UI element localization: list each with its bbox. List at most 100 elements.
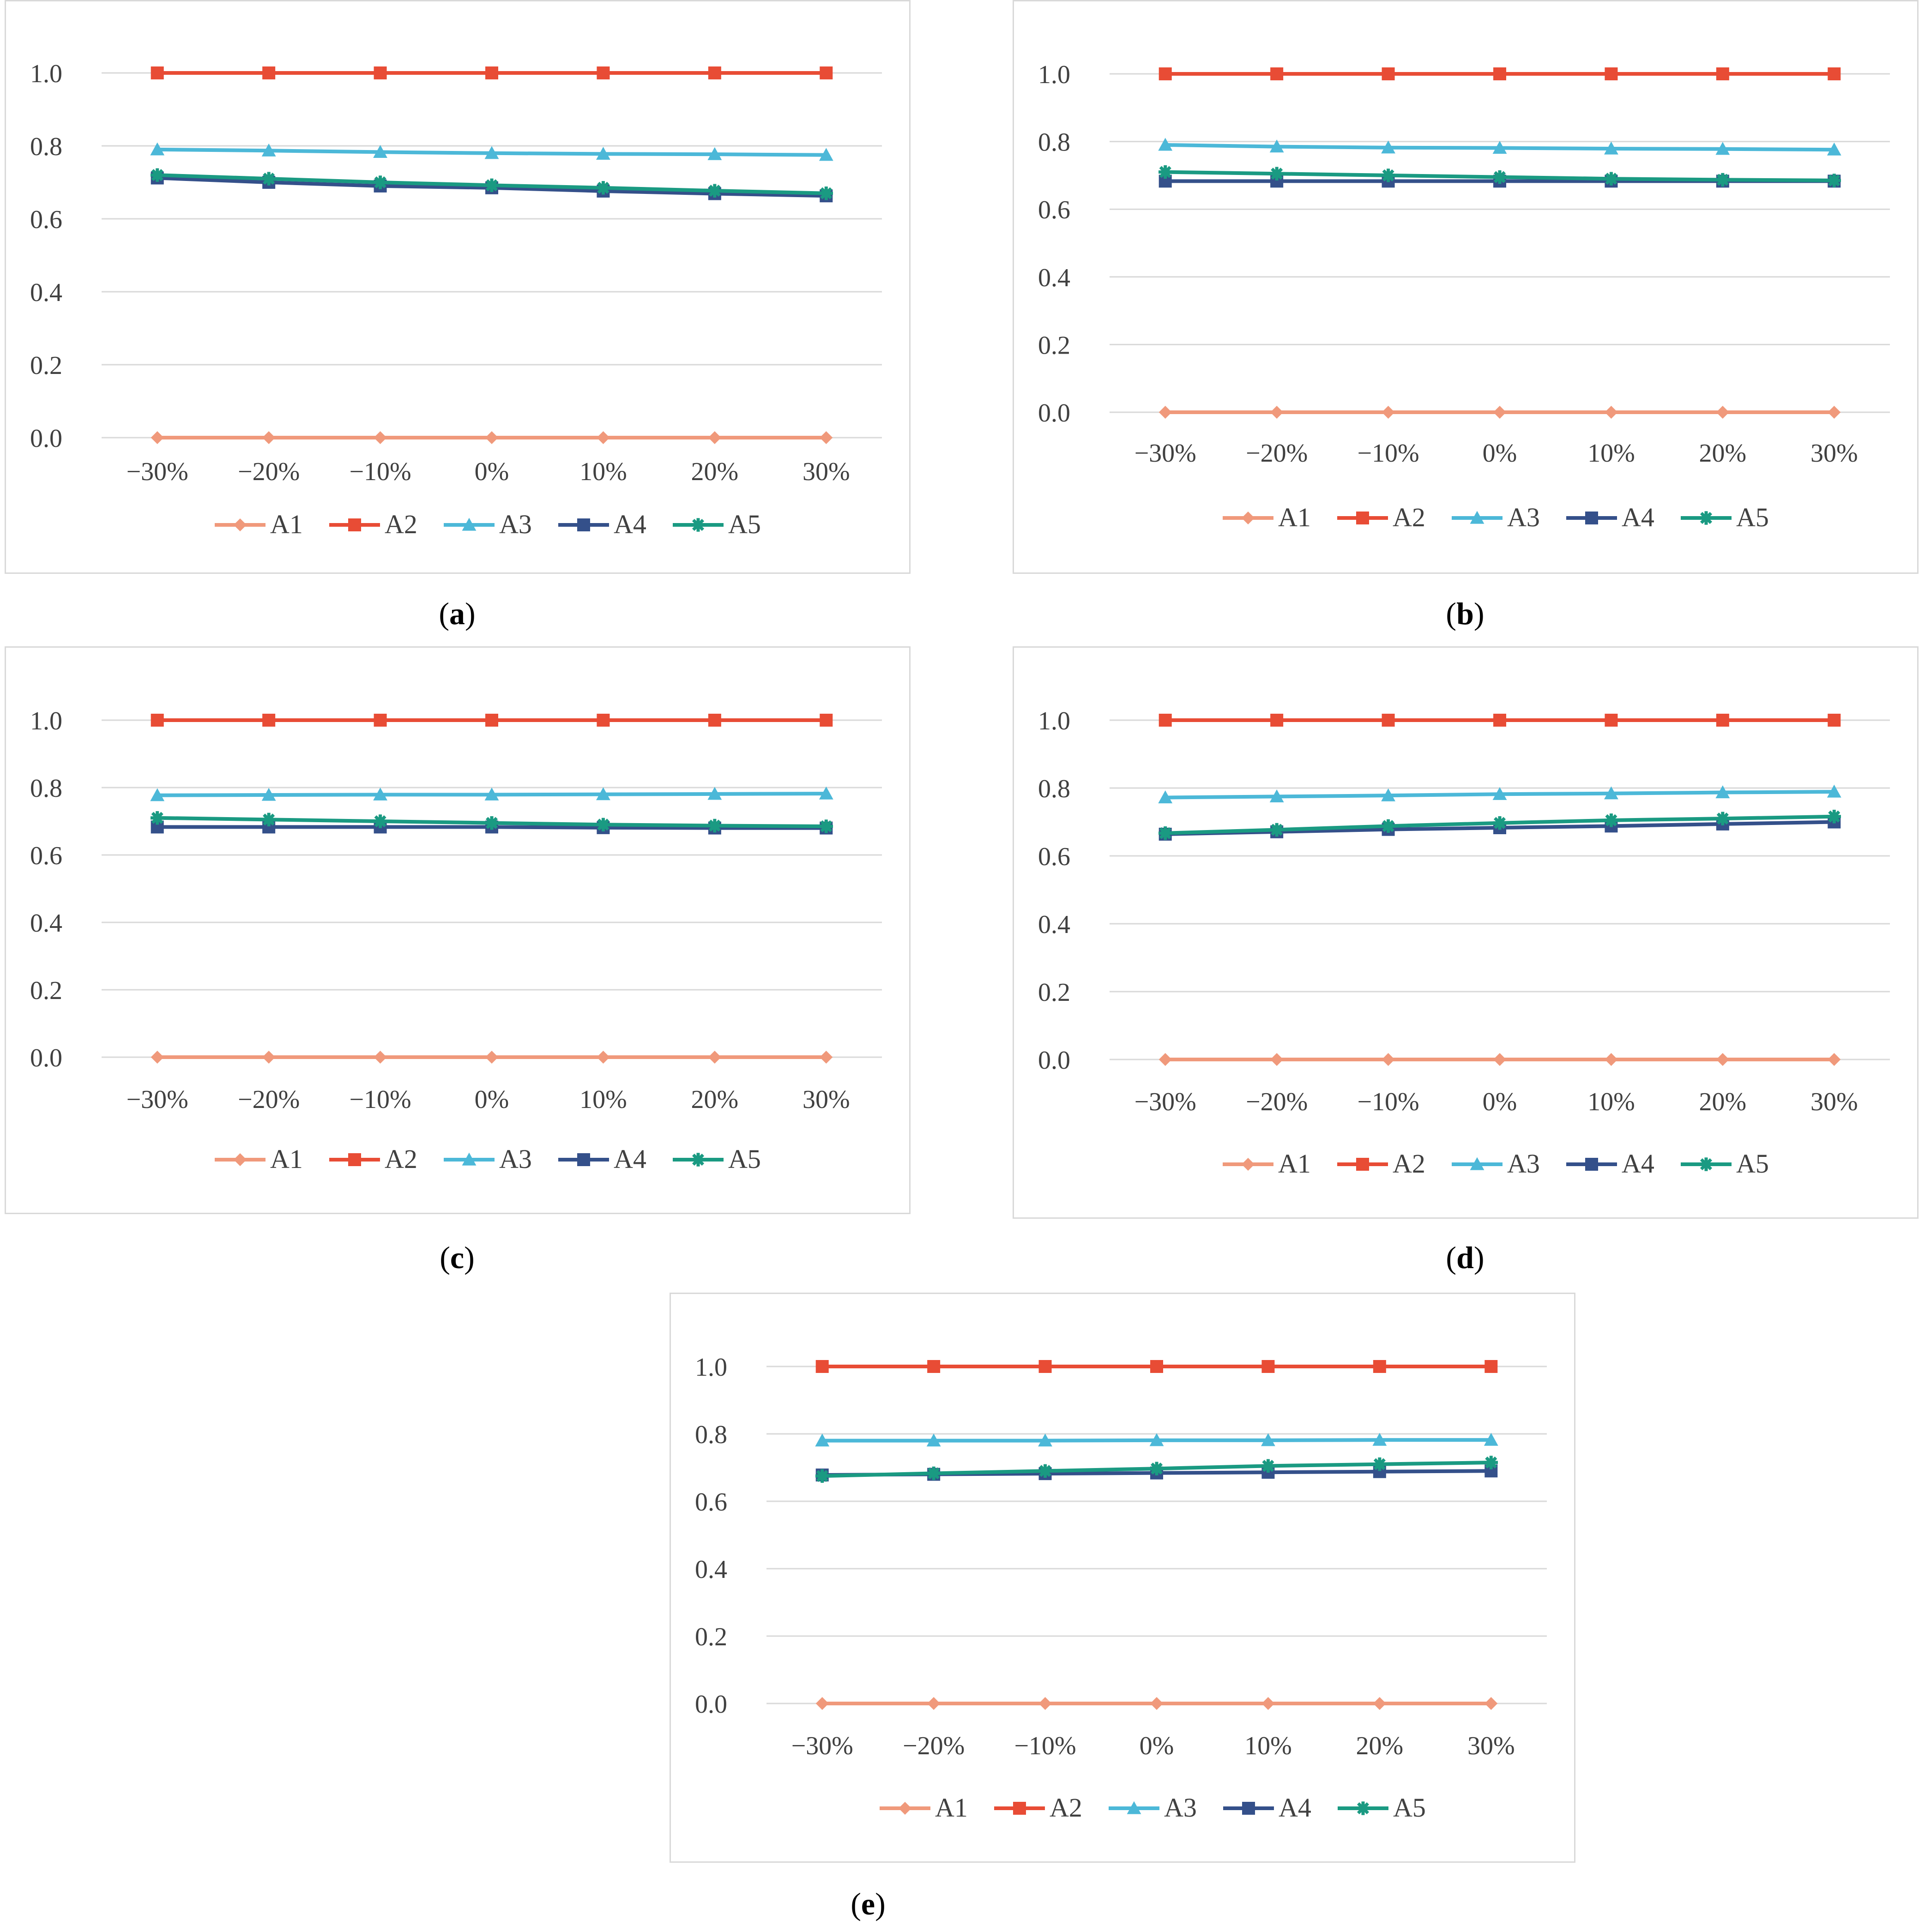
series-a1	[151, 431, 833, 444]
y-tick-label: 0.2	[1038, 978, 1070, 1007]
legend-item-a4: A4	[1566, 1149, 1654, 1179]
x-tick-label: 10%	[579, 457, 627, 486]
data-point	[262, 714, 276, 727]
chart-frame	[5, 646, 911, 1214]
data-point	[819, 786, 833, 800]
data-point	[1484, 1432, 1498, 1446]
legend-item-a5: A5	[1338, 1793, 1426, 1823]
x-tick-label: −20%	[238, 457, 300, 486]
data-point	[927, 1697, 941, 1710]
data-point	[1715, 785, 1730, 799]
legend-marker	[691, 1153, 705, 1167]
data-point	[707, 147, 722, 160]
y-tick-label: 0.6	[30, 205, 62, 234]
data-point	[1270, 714, 1284, 727]
data-point	[151, 66, 164, 79]
chart-a: 0.0 0.2 0.4 0.6 0.8 1.0 −30% −20% −10% 0% 10% 20% 30…	[30, 60, 882, 539]
data-point	[484, 787, 499, 800]
legend-item-a4: A4	[1223, 1793, 1311, 1823]
data-point	[1493, 816, 1507, 830]
data-point	[1269, 139, 1284, 153]
data-point	[1382, 1053, 1395, 1066]
series-a2	[151, 714, 833, 727]
x-tick-label: 20%	[1699, 439, 1747, 468]
legend-item-a1: A1	[215, 509, 303, 539]
x-tick-label: 10%	[1244, 1732, 1292, 1760]
x-tick-label: −20%	[1246, 1088, 1308, 1116]
legend-marker	[1242, 512, 1255, 524]
y-tick-label: 0.0	[30, 424, 62, 453]
x-tick-label: 10%	[1587, 1088, 1635, 1116]
gridlines	[1110, 719, 1890, 1060]
x-tick-label: 0%	[1140, 1732, 1174, 1760]
legend-label: A3	[1507, 1149, 1540, 1179]
data-point	[1605, 406, 1618, 419]
panel-e: 0.0 0.2 0.4 0.6 0.8 1.0 −30% −20% −10% 0% 10% 20% 30…	[670, 1293, 1579, 1932]
series-a2	[151, 66, 833, 79]
data-point	[374, 66, 387, 79]
legend-marker	[1242, 1802, 1255, 1815]
legend-marker	[348, 518, 361, 531]
data-point	[1381, 140, 1395, 154]
data-point	[708, 714, 721, 727]
legend-label: A1	[935, 1793, 968, 1823]
legend-marker	[234, 518, 247, 531]
panel-c: 0.0 0.2 0.4 0.6 0.8 1.0 −30% −20% −10% 0% 10% 20% 30…	[5, 646, 917, 1279]
caption-a: (a)	[439, 596, 476, 631]
legend: A1 A2 A3 A4 A5	[880, 1793, 1426, 1823]
series-a5	[1159, 810, 1841, 840]
data-point	[1493, 67, 1506, 80]
data-point	[1827, 142, 1841, 156]
legend-label: A2	[1393, 1149, 1425, 1179]
data-point	[1716, 812, 1730, 825]
data-point	[1827, 784, 1841, 798]
legend-item-a2: A2	[329, 509, 417, 539]
data-point	[373, 787, 387, 800]
data-point	[373, 145, 387, 158]
data-point	[150, 788, 165, 801]
data-point	[1827, 810, 1841, 824]
legend-label: A5	[1736, 1149, 1769, 1179]
y-tick-label: 0.0	[1038, 399, 1070, 427]
data-point	[262, 172, 276, 186]
data-point	[1604, 172, 1618, 186]
data-point	[1381, 819, 1395, 833]
legend-marker	[1585, 1158, 1598, 1171]
legend-label: A4	[614, 1144, 646, 1174]
legend-marker	[462, 518, 477, 531]
data-point	[1373, 1360, 1386, 1373]
legend-item-a3: A3	[1452, 502, 1540, 532]
x-tick-label: −20%	[1246, 439, 1308, 468]
legend-label: A5	[728, 509, 761, 539]
data-point	[819, 148, 833, 161]
y-tick-label: 0.6	[30, 842, 62, 870]
data-point	[262, 431, 276, 444]
data-point	[1270, 823, 1284, 837]
data-point	[597, 66, 610, 79]
legend: A1 A2 A3 A4 A5	[215, 509, 761, 539]
chart-frame	[1013, 646, 1919, 1219]
data-point	[1493, 1053, 1506, 1066]
data-point	[708, 184, 722, 198]
data-point	[1492, 787, 1507, 800]
series-a3	[1158, 784, 1841, 804]
data-point	[1372, 1432, 1387, 1446]
data-point	[1159, 714, 1172, 727]
data-point	[927, 1360, 941, 1373]
x-tick-label: −30%	[1134, 439, 1196, 468]
data-point	[1605, 67, 1618, 80]
data-point	[820, 1051, 833, 1064]
y-tick-label: 0.4	[695, 1555, 727, 1584]
data-point	[596, 181, 610, 195]
data-point	[374, 1051, 387, 1064]
data-point	[815, 1433, 830, 1447]
y-tick-label: 0.2	[30, 976, 62, 1005]
data-point	[485, 66, 498, 79]
data-point	[596, 818, 610, 831]
x-tick-label: 0%	[1483, 439, 1517, 468]
legend-item-a5: A5	[1681, 502, 1769, 532]
y-tick-label: 0.0	[1038, 1046, 1070, 1075]
data-point	[1150, 1360, 1163, 1373]
data-point	[1716, 714, 1729, 727]
series-a5	[151, 168, 833, 200]
